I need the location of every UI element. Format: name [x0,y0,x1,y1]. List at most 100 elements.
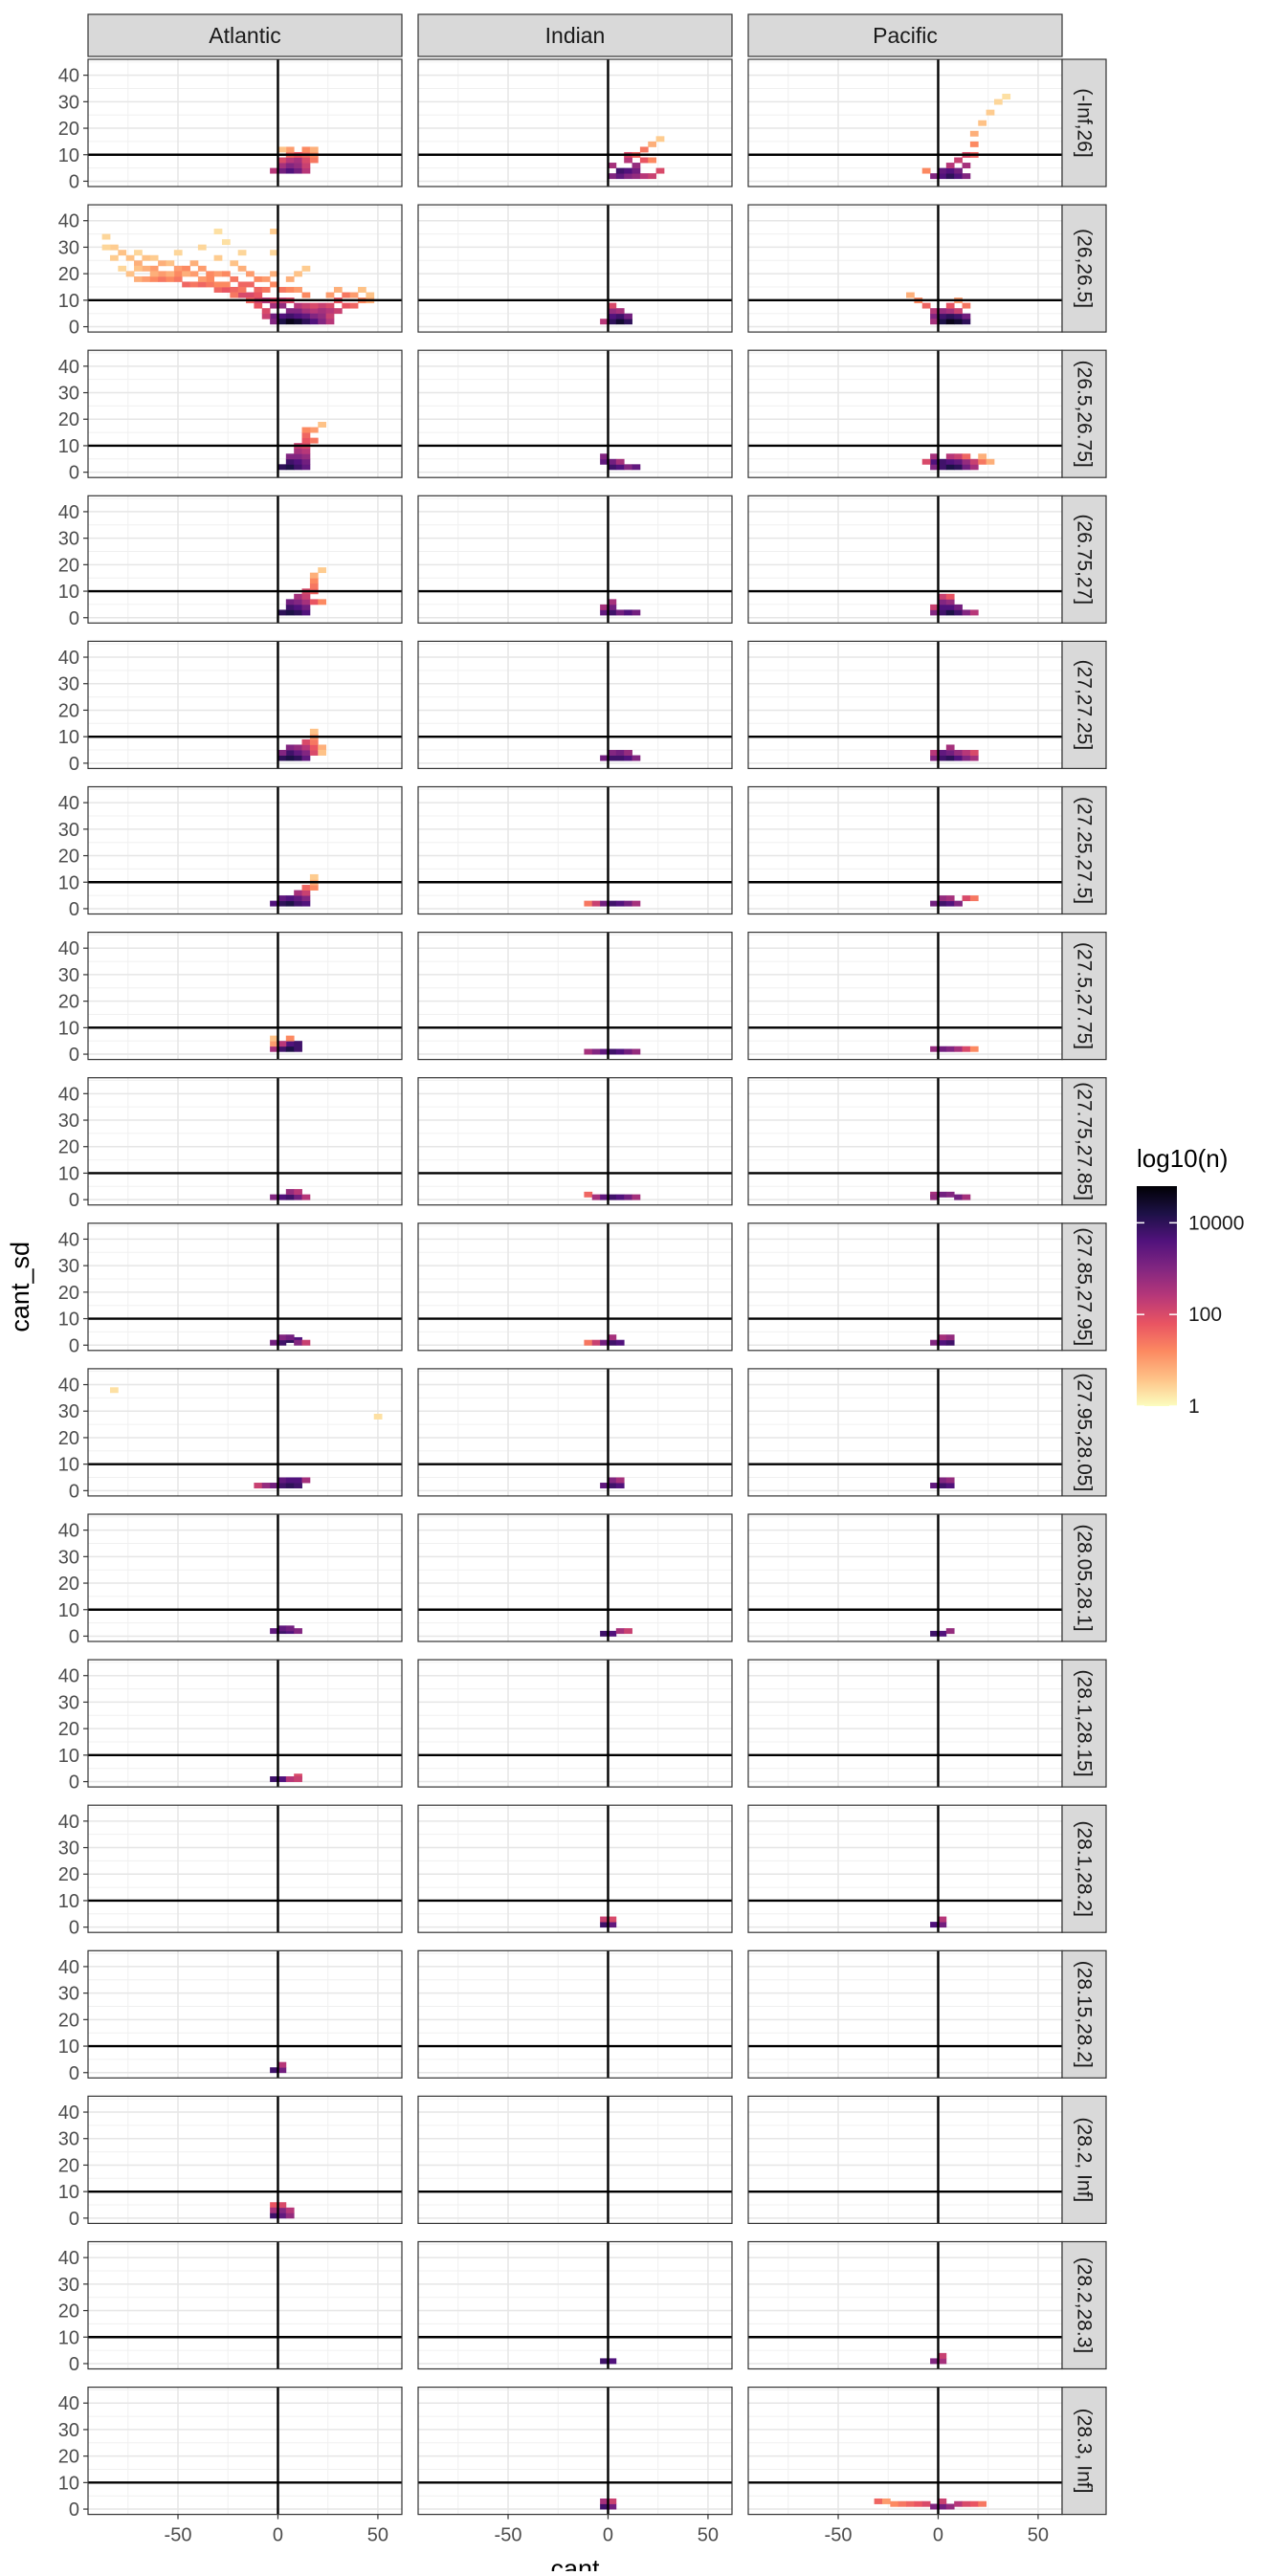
heatmap-cell [301,437,311,444]
heatmap-cell [945,1483,955,1488]
heatmap-cell [938,1334,947,1341]
heatmap-cell [969,464,979,471]
panel-border [87,2387,403,2516]
panel-border [417,495,733,624]
heatmap-cell [945,895,955,902]
heatmap-cell [373,1414,383,1420]
panel-background [88,1660,402,1788]
x-tick-label: 50 [698,2525,719,2546]
heatmap-cell [294,1046,302,1052]
heatmap-cell [954,319,963,325]
panel-background [748,350,1062,478]
heatmap-cell [962,1046,971,1052]
heatmap-cell [954,167,963,174]
heatmap-cell [285,286,295,293]
heatmap-cell [608,1916,617,1923]
heatmap-cell [608,313,617,319]
heatmap-cell [309,308,319,315]
heatmap-cell [301,432,311,439]
panel-border [417,58,733,187]
heatmap-cell [986,109,995,116]
y-tick-label: 40 [58,1229,79,1250]
panel-border [87,1659,403,1788]
heatmap-cell [197,244,207,251]
y-tick-label: 30 [58,529,79,550]
heatmap-cell [608,750,617,756]
heatmap-cell [149,265,159,272]
heatmap-cell [230,260,239,267]
heatmap-cell [309,313,319,319]
panel-border [87,1804,403,1933]
heatmap-cell [277,1483,287,1488]
heatmap-cell [349,302,359,309]
heatmap-cell [930,609,939,616]
heatmap-cell [945,593,955,600]
heatmap-cell [954,464,963,471]
heatmap-cell [615,1483,625,1488]
heatmap-cell [301,738,311,745]
legend-ticks: 1 100 10000 [1137,1212,1244,1418]
heatmap-cell [270,1046,278,1052]
heatmap-cell [930,2503,939,2510]
heatmap-cell [632,755,641,761]
heatmap-cell [285,895,295,902]
heatmap-cell [608,173,617,180]
panel-border [417,1077,733,1206]
heatmap-cell [301,1339,311,1346]
heatmap-cell [600,900,609,907]
y-tick-label: 20 [58,1137,79,1158]
y-tick-label: 40 [58,2103,79,2124]
panel-background [88,1805,402,1933]
heatmap-cell [930,1339,939,1346]
heatmap-cell [600,604,609,610]
heatmap-cell [624,167,632,174]
heatmap-cell [301,1194,311,1200]
heatmap-cell [600,2498,609,2504]
y-tick-label: 20 [58,847,79,868]
heatmap-cell [277,1194,287,1200]
x-tick-label: -50 [495,2525,522,2546]
heatmap-cell [930,319,939,325]
facet-panel: 0 10 20 30 40 [58,2240,403,2375]
facet-panel: 0 10 20 30 40 [58,495,403,629]
y-tick-label: 10 [58,1018,79,1039]
heatmap-cell [270,167,278,174]
facet-panel: 0 10 20 30 40 [58,931,403,1066]
heatmap-cell [978,120,987,126]
facet-panel [747,1659,1063,1788]
heatmap-cell [270,2207,278,2213]
heatmap-cell [954,604,963,610]
heatmap-cell [294,1339,302,1346]
heatmap-cell [173,271,183,277]
heatmap-cell [294,302,302,309]
panel-background [748,2387,1062,2515]
y-tick-label: 30 [58,1111,79,1132]
heatmap-cell [166,271,175,277]
panel-background [748,641,1062,769]
heatmap-cell [615,1339,625,1346]
panel-background [88,59,402,187]
heatmap-cell [285,1477,295,1484]
heatmap-cell [277,755,287,761]
heatmap-cell [301,313,311,319]
heatmap-cell [962,464,971,471]
heatmap-cell [600,453,609,460]
heatmap-cell [938,2503,947,2510]
row-strip [1061,1804,1107,1933]
heatmap-cell [632,167,641,174]
heatmap-cell [261,286,271,293]
heatmap-cell [285,1189,295,1196]
heatmap-cell [325,302,335,309]
facet-panel [747,785,1063,915]
panel-border [417,2095,733,2224]
heatmap-cell [277,319,287,325]
heatmap-cell [945,453,955,460]
heatmap-cell [301,750,311,756]
heatmap-cell [962,609,971,616]
x-tick-label: 50 [367,2525,388,2546]
heatmap-cell [285,609,295,616]
heatmap-cell [270,250,278,256]
row-strip [1061,931,1107,1061]
legend-tick-label: 10000 [1188,1212,1244,1234]
